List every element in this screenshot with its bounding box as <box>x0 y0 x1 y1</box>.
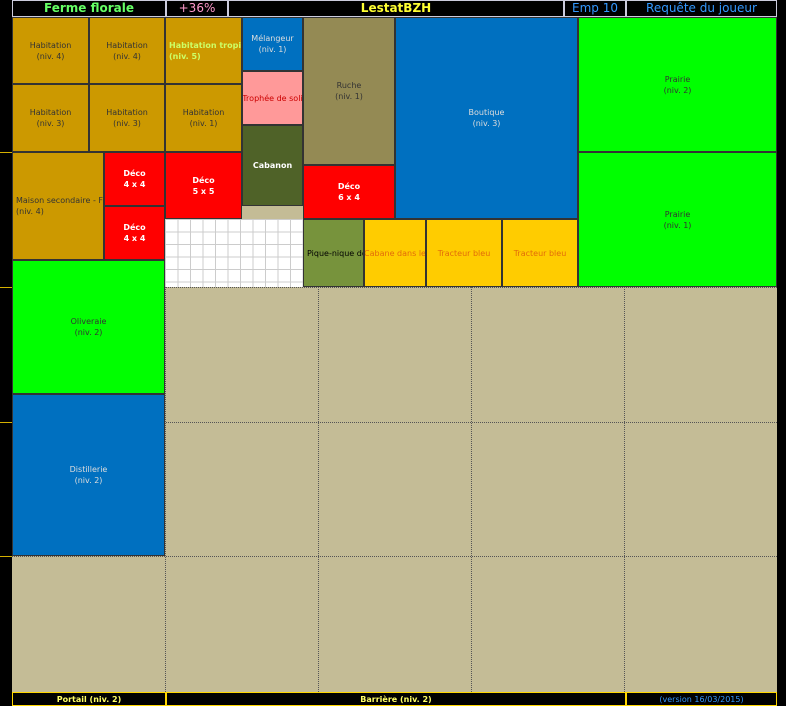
building-label: (niv. 1) <box>663 220 692 230</box>
building: Prairie (niv. 1) <box>578 152 777 287</box>
building-label: Habitation <box>29 40 72 50</box>
building-label: Cabane dans le <box>364 248 426 258</box>
building-label: (niv. 3) <box>113 119 141 128</box>
building-label: Distillerie <box>69 465 108 474</box>
building-label: Prairie <box>664 209 691 219</box>
building: Habitation (niv. 1) <box>165 84 242 152</box>
slot: Emp 10 <box>564 0 626 17</box>
building: Cabane dans le <box>364 219 426 287</box>
building: Distillerie (niv. 2) <box>12 394 165 556</box>
building-label: Prairie <box>664 74 691 84</box>
building: Déco 6 x 4 <box>303 165 395 219</box>
building-label: Déco <box>123 223 146 232</box>
building-label: (niv. 4) <box>113 51 141 61</box>
building-label: 4 x 4 <box>123 180 146 189</box>
building: Trophée de soli <box>242 71 303 125</box>
building: Déco 4 x 4 <box>104 152 165 206</box>
building-label: (niv. 4) <box>16 207 44 216</box>
building: Tracteur bleu <box>502 219 578 287</box>
building-label: (niv. 4) <box>36 51 65 61</box>
building: Habitation (niv. 4) <box>89 17 165 84</box>
version: (version 16/03/2015) <box>626 692 777 706</box>
empty-grid <box>165 219 303 287</box>
player-name: LestatBZH <box>228 0 564 17</box>
building-label: Mélangeur <box>251 34 294 43</box>
building: Pique-nique do <box>303 219 364 287</box>
building: Habitation (niv. 3) <box>89 84 165 152</box>
building-label: Habitation <box>182 108 225 117</box>
building-label: Cabanon <box>252 161 293 170</box>
building-label: Tracteur bleu <box>513 248 567 258</box>
building-label: Boutique <box>468 108 505 117</box>
building: Oliveraie (niv. 2) <box>12 260 165 394</box>
building-label: Déco <box>192 175 215 185</box>
building-label: Habitation tropical <box>169 40 242 50</box>
request: Requête du joueur <box>626 0 777 17</box>
building-label: Ruche <box>336 81 362 90</box>
building-label: Oliveraie <box>70 317 107 326</box>
building: Tracteur bleu <box>426 219 502 287</box>
building-label: Déco <box>123 169 146 178</box>
building-label: (niv. 1) <box>335 92 363 101</box>
portal: Portail (niv. 2) <box>12 692 166 706</box>
building-label: (niv. 2) <box>74 476 103 485</box>
building: Boutique (niv. 3) <box>395 17 578 219</box>
building: Habitation tropical(niv. 5) <box>165 17 242 84</box>
building-label: (niv. 2) <box>663 85 692 95</box>
building-label: Maison secondaire - F3 <box>16 196 104 205</box>
building-label: 5 x 5 <box>192 186 215 196</box>
building-label: (niv. 5) <box>169 51 201 61</box>
building-label: Déco <box>337 182 361 191</box>
building: Mélangeur (niv. 1) <box>242 17 303 71</box>
building-label: Habitation <box>106 108 148 117</box>
bonus: +36% <box>166 0 228 17</box>
building: Habitation (niv. 4) <box>12 17 89 84</box>
building-label: 4 x 4 <box>123 234 146 243</box>
building: Déco 4 x 4 <box>104 206 165 260</box>
building: Cabanon <box>242 125 303 206</box>
building-label: Trophée de soli <box>242 93 303 103</box>
building-label: Pique-nique do <box>307 248 364 258</box>
building: Ruche (niv. 1) <box>303 17 395 165</box>
building-label: (niv. 3) <box>36 119 65 128</box>
building-label: (niv. 1) <box>258 45 287 54</box>
building-label: (niv. 1) <box>189 119 218 128</box>
building-label: (niv. 3) <box>472 119 501 128</box>
building: Maison secondaire - F3 (niv. 4) <box>12 152 104 260</box>
building-label: (niv. 2) <box>74 328 103 337</box>
building: Prairie (niv. 2) <box>578 17 777 152</box>
building-label: Habitation <box>29 108 72 117</box>
building: Habitation (niv. 3) <box>12 84 89 152</box>
building-label: Tracteur bleu <box>437 248 491 258</box>
building-label: 6 x 4 <box>338 193 360 202</box>
fence: Barrière (niv. 2) <box>166 692 626 706</box>
building: Déco 5 x 5 <box>165 152 242 219</box>
building-label: Habitation <box>106 40 148 50</box>
farm-name: Ferme florale <box>12 0 166 17</box>
